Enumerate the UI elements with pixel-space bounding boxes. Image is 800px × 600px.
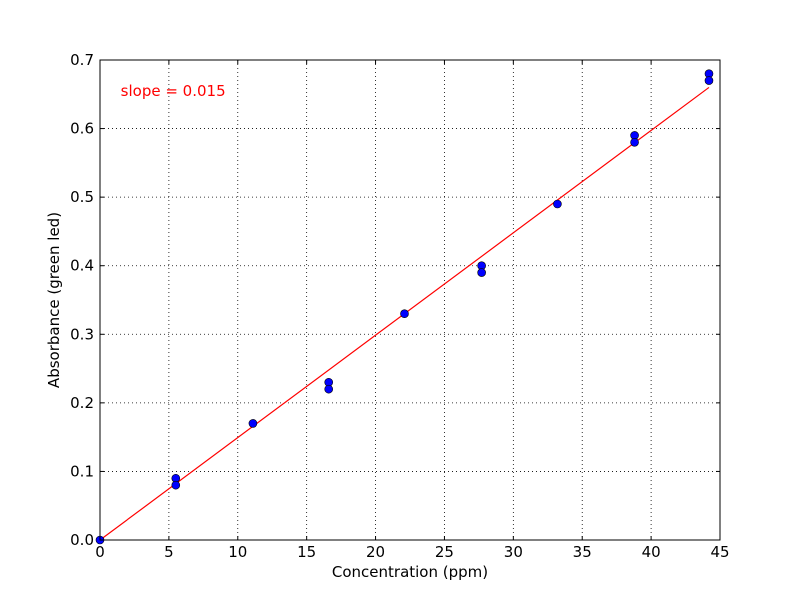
data-point: [630, 137, 639, 147]
x-tick-label: 30: [504, 543, 523, 561]
data-point: [248, 419, 258, 428]
y-tick-label: 0.1: [70, 462, 94, 480]
x-tick-labels: 0 5 10 15 20 25 30 35 40 45: [95, 543, 729, 561]
data-point: [477, 268, 486, 277]
x-tick-label: 15: [297, 543, 316, 561]
data-point: [553, 199, 562, 209]
x-tick-label: 40: [642, 543, 661, 561]
x-tick-label: 35: [573, 543, 592, 561]
y-tick-label: 0.5: [70, 188, 94, 206]
y-tick-label: 0.3: [70, 325, 94, 343]
y-tick-label: 0.2: [70, 394, 94, 412]
axis-ticks: [99, 59, 721, 541]
plot-frame: [99, 59, 721, 541]
x-tick-label: 5: [164, 543, 174, 561]
data-point: [400, 309, 409, 319]
x-tick-label: 10: [228, 543, 247, 561]
y-tick-label: 0.7: [70, 51, 94, 69]
y-axis-label: Absorbance (green led): [45, 212, 63, 388]
x-tick-label: 45: [710, 543, 729, 561]
x-tick-label: 20: [366, 543, 385, 561]
slope-annotation: slope = 0.015: [121, 82, 226, 100]
x-tick-label: 0: [95, 543, 105, 561]
y-tick-label: 0.6: [70, 120, 94, 138]
data-point: [324, 384, 334, 394]
x-tick-label: 25: [435, 543, 454, 561]
data-point: [704, 76, 714, 85]
data-point: [171, 480, 181, 490]
y-tick-labels: 0.0 0.1 0.2 0.3 0.4 0.5 0.6 0.7: [70, 51, 94, 549]
y-tick-label: 0.4: [70, 257, 94, 275]
plot-background: [100, 60, 720, 540]
x-axis-label: Concentration (ppm): [332, 563, 488, 581]
y-tick-label: 0.0: [70, 531, 94, 549]
grid-lines: [100, 60, 720, 540]
